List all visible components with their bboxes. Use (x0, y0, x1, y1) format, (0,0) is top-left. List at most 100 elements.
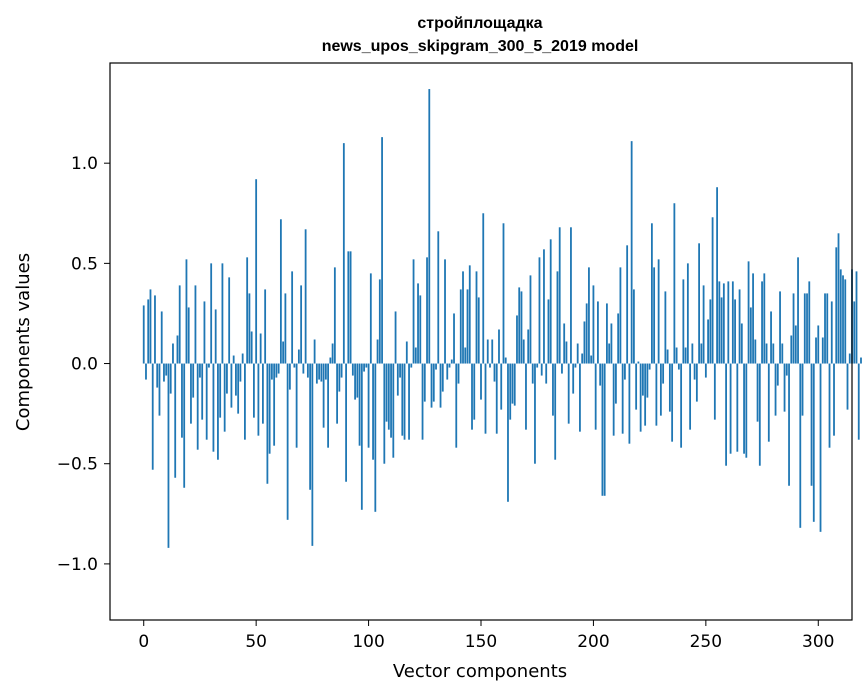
y-tick-label: 0.0 (71, 355, 98, 375)
bar (763, 273, 766, 364)
bar (749, 307, 752, 364)
bar (396, 363, 399, 396)
bar (239, 363, 242, 382)
bar (731, 281, 734, 364)
bar (725, 363, 727, 466)
bar (713, 363, 716, 420)
bar (342, 143, 345, 364)
bar (507, 363, 509, 502)
bar (709, 299, 712, 364)
bar (297, 349, 300, 364)
bar (655, 363, 658, 426)
bar (399, 363, 401, 378)
bar (792, 293, 795, 364)
bar (576, 343, 579, 364)
bar (588, 267, 590, 364)
bar (579, 363, 581, 432)
bar (455, 363, 458, 448)
bar (817, 325, 820, 364)
bar (295, 363, 298, 448)
bar (253, 363, 255, 418)
bar (707, 319, 709, 364)
bar (196, 363, 199, 450)
bar (835, 247, 838, 364)
bar (700, 343, 703, 364)
bar (210, 263, 213, 364)
bar (666, 349, 669, 364)
bar (691, 343, 694, 364)
bar (336, 363, 338, 424)
bar (846, 363, 849, 410)
bar (383, 363, 386, 464)
bar (516, 315, 518, 364)
bar (459, 289, 462, 364)
bar (471, 363, 473, 430)
bar (385, 363, 388, 422)
bar (756, 363, 759, 422)
bar (626, 245, 629, 364)
bar (565, 341, 568, 364)
bar (394, 311, 397, 364)
bar (522, 339, 525, 364)
bar (482, 213, 485, 364)
bar (504, 357, 507, 364)
bar (192, 363, 195, 398)
bar (187, 307, 190, 364)
bar (509, 363, 512, 420)
bar (403, 363, 406, 440)
bar (439, 363, 442, 408)
bar (635, 363, 638, 410)
bar (502, 223, 505, 364)
bar (194, 285, 197, 364)
bar (300, 285, 303, 364)
bar (163, 363, 165, 382)
bar (767, 363, 770, 442)
bar (329, 357, 332, 364)
bar (315, 363, 318, 384)
bar (630, 141, 633, 364)
bar (412, 259, 415, 364)
bar (711, 217, 714, 364)
bar (718, 281, 721, 364)
bar (594, 363, 597, 430)
bar (664, 291, 667, 364)
bar (172, 343, 174, 364)
bar (549, 239, 552, 364)
bar (374, 363, 377, 512)
x-tick-label: 0 (138, 632, 149, 652)
bar (498, 329, 500, 364)
bar (810, 363, 813, 486)
bar (848, 353, 851, 364)
bar (857, 363, 860, 440)
bar (547, 299, 550, 364)
bar (354, 363, 356, 400)
bar (167, 363, 170, 548)
bar (149, 289, 152, 364)
bar (288, 363, 291, 390)
bar (821, 337, 824, 364)
bar (255, 179, 258, 364)
bar (147, 299, 150, 364)
bar (473, 363, 476, 420)
bar (633, 289, 635, 364)
bar (327, 363, 329, 448)
x-tick-label: 250 (690, 632, 722, 652)
bar (592, 285, 595, 364)
bar (268, 363, 271, 454)
bar (158, 363, 161, 416)
bar (462, 271, 464, 364)
bar (489, 363, 491, 368)
bar (610, 323, 613, 364)
bar (257, 363, 260, 436)
bar (165, 363, 168, 376)
bar (543, 249, 545, 364)
bar (644, 363, 647, 426)
bar (181, 363, 183, 438)
bar (365, 363, 368, 368)
bar (606, 303, 608, 364)
bar (639, 363, 642, 432)
bar (585, 303, 588, 364)
bar (689, 363, 692, 430)
bar (306, 363, 309, 378)
